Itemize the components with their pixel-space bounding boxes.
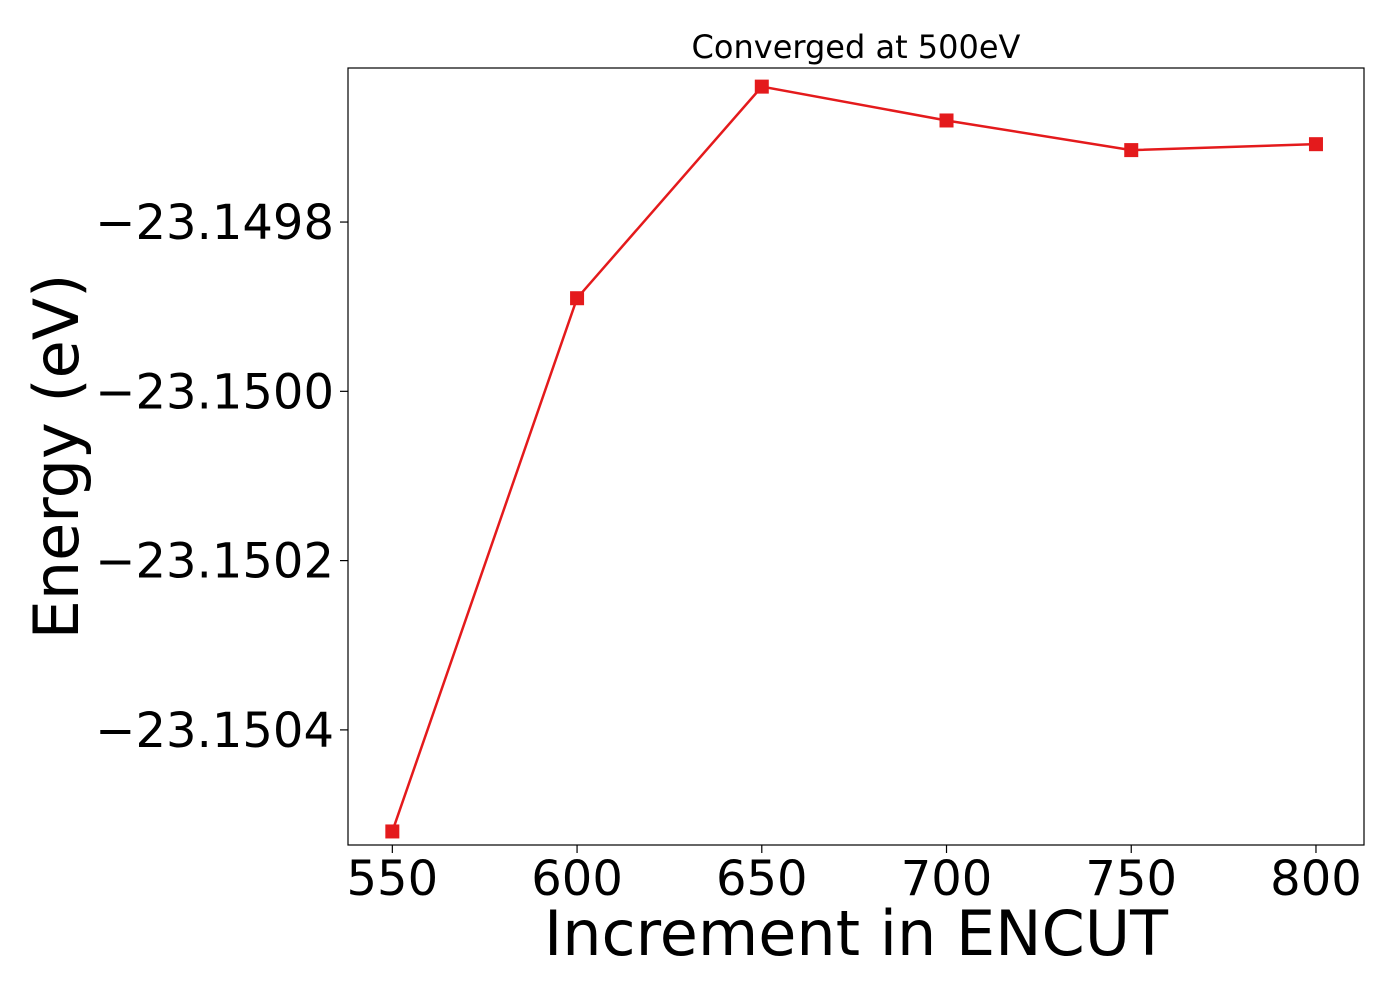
data-point-marker	[570, 291, 585, 306]
ticks-layer: 550 600 650 700 750 800 −23.1498 −23.1500 −23.15…	[95, 195, 1362, 907]
x-tick-label: 700	[901, 851, 993, 907]
y-axis-label: Energy (eV)	[20, 274, 93, 640]
x-tick-label: 600	[531, 851, 623, 907]
data-point-marker	[754, 79, 769, 94]
y-tick-label: −23.1502	[95, 534, 334, 590]
data-point-marker	[1308, 137, 1323, 152]
y-tick-label: −23.1498	[95, 195, 334, 251]
y-tick-label: −23.1500	[95, 364, 334, 420]
x-tick-label: 650	[716, 851, 808, 907]
marks-layer	[385, 79, 1323, 839]
x-tick-label: 800	[1270, 851, 1362, 907]
data-point-marker	[939, 113, 954, 128]
x-tick-label: 550	[347, 851, 439, 907]
plot-area-frame	[347, 67, 1365, 846]
data-point-marker	[1124, 143, 1139, 158]
chart-title: Converged at 500eV	[692, 28, 1021, 66]
x-axis-label: Increment in ENCUT	[544, 897, 1169, 970]
series-line	[391, 85, 1317, 832]
x-tick-label: 750	[1085, 851, 1177, 907]
y-tick-label: −23.1504	[95, 703, 334, 759]
data-point-marker	[385, 824, 400, 839]
